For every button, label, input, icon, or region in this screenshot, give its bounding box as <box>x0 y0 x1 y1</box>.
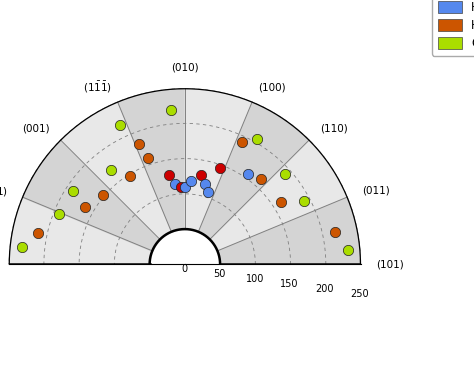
Text: (110): (110) <box>320 124 348 134</box>
Point <box>99 193 107 198</box>
Point <box>197 173 204 178</box>
Point <box>69 188 76 194</box>
Text: 150: 150 <box>280 279 299 289</box>
Text: (010): (010) <box>171 63 199 73</box>
Point <box>165 173 173 178</box>
Point <box>331 229 339 235</box>
Text: 250: 250 <box>350 289 369 299</box>
Text: (100): (100) <box>258 82 286 92</box>
Point <box>253 136 261 142</box>
Legend: CO, H, HCO, COH: CO, H, HCO, COH <box>432 0 474 56</box>
Text: (001): (001) <box>22 124 49 134</box>
Point <box>201 181 209 187</box>
Text: (1$\bar{1}$$\bar{1}$): (1$\bar{1}$$\bar{1}$) <box>82 80 111 95</box>
Point <box>181 184 189 190</box>
Point <box>216 165 224 171</box>
Text: (011): (011) <box>362 186 390 196</box>
Point <box>301 198 308 204</box>
Point <box>187 178 194 184</box>
Point <box>55 211 63 217</box>
Point <box>171 181 179 187</box>
Point <box>245 171 252 177</box>
Point <box>345 247 352 253</box>
Point <box>116 122 124 128</box>
Point <box>18 244 26 250</box>
Point <box>238 139 246 145</box>
Point <box>126 174 134 180</box>
Text: (101): (101) <box>376 259 404 269</box>
Text: 0: 0 <box>182 264 188 274</box>
Text: (0$\bar{1}$1): (0$\bar{1}$1) <box>0 183 8 198</box>
Text: 50: 50 <box>214 269 226 279</box>
Point <box>257 177 265 183</box>
Text: 100: 100 <box>246 274 264 284</box>
Point <box>34 230 42 236</box>
Point <box>145 155 152 161</box>
Point <box>167 107 175 113</box>
Point <box>135 141 142 147</box>
Point <box>282 171 289 177</box>
Point <box>107 167 115 173</box>
Point <box>82 204 89 210</box>
Point <box>177 184 184 190</box>
Point <box>205 189 212 195</box>
Point <box>277 199 284 205</box>
Text: 200: 200 <box>315 284 334 294</box>
